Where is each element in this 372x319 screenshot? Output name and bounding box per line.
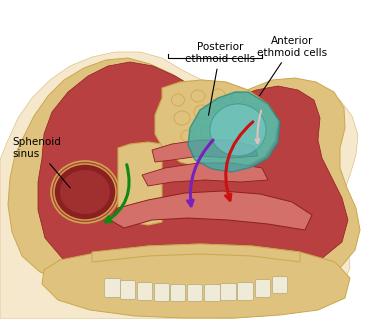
FancyBboxPatch shape (170, 285, 186, 301)
FancyBboxPatch shape (256, 280, 270, 297)
Text: Sphenoid
sinus: Sphenoid sinus (12, 137, 70, 188)
Ellipse shape (234, 109, 250, 123)
FancyBboxPatch shape (221, 284, 237, 300)
Text: Posterior
ethmoid cells: Posterior ethmoid cells (185, 42, 255, 115)
Ellipse shape (54, 164, 116, 220)
Polygon shape (0, 52, 358, 319)
Polygon shape (110, 191, 312, 230)
Ellipse shape (181, 130, 195, 142)
FancyBboxPatch shape (237, 283, 253, 300)
Ellipse shape (171, 94, 185, 106)
FancyBboxPatch shape (273, 277, 288, 293)
Polygon shape (142, 163, 268, 186)
Ellipse shape (241, 130, 255, 142)
Polygon shape (118, 142, 162, 225)
FancyBboxPatch shape (121, 281, 135, 299)
Polygon shape (92, 244, 300, 262)
Polygon shape (38, 62, 348, 280)
FancyBboxPatch shape (154, 284, 170, 301)
FancyBboxPatch shape (205, 285, 221, 301)
Ellipse shape (231, 92, 245, 104)
Ellipse shape (60, 170, 110, 214)
Polygon shape (8, 58, 360, 290)
Polygon shape (42, 244, 350, 318)
Ellipse shape (201, 126, 215, 138)
Polygon shape (155, 80, 278, 170)
Ellipse shape (174, 111, 190, 125)
Text: Anterior
ethmoid cells: Anterior ethmoid cells (257, 36, 327, 96)
Ellipse shape (211, 89, 225, 101)
Ellipse shape (214, 103, 230, 117)
FancyBboxPatch shape (105, 279, 121, 297)
Ellipse shape (210, 104, 266, 156)
FancyBboxPatch shape (138, 283, 153, 300)
Ellipse shape (194, 105, 210, 119)
Ellipse shape (191, 90, 205, 102)
Ellipse shape (221, 124, 235, 136)
FancyBboxPatch shape (187, 285, 202, 301)
Polygon shape (188, 92, 280, 172)
Polygon shape (152, 140, 258, 162)
